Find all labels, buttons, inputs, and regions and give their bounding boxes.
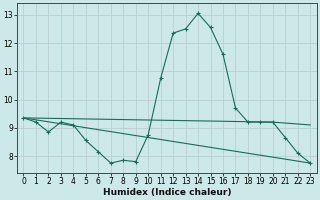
X-axis label: Humidex (Indice chaleur): Humidex (Indice chaleur) bbox=[103, 188, 231, 197]
